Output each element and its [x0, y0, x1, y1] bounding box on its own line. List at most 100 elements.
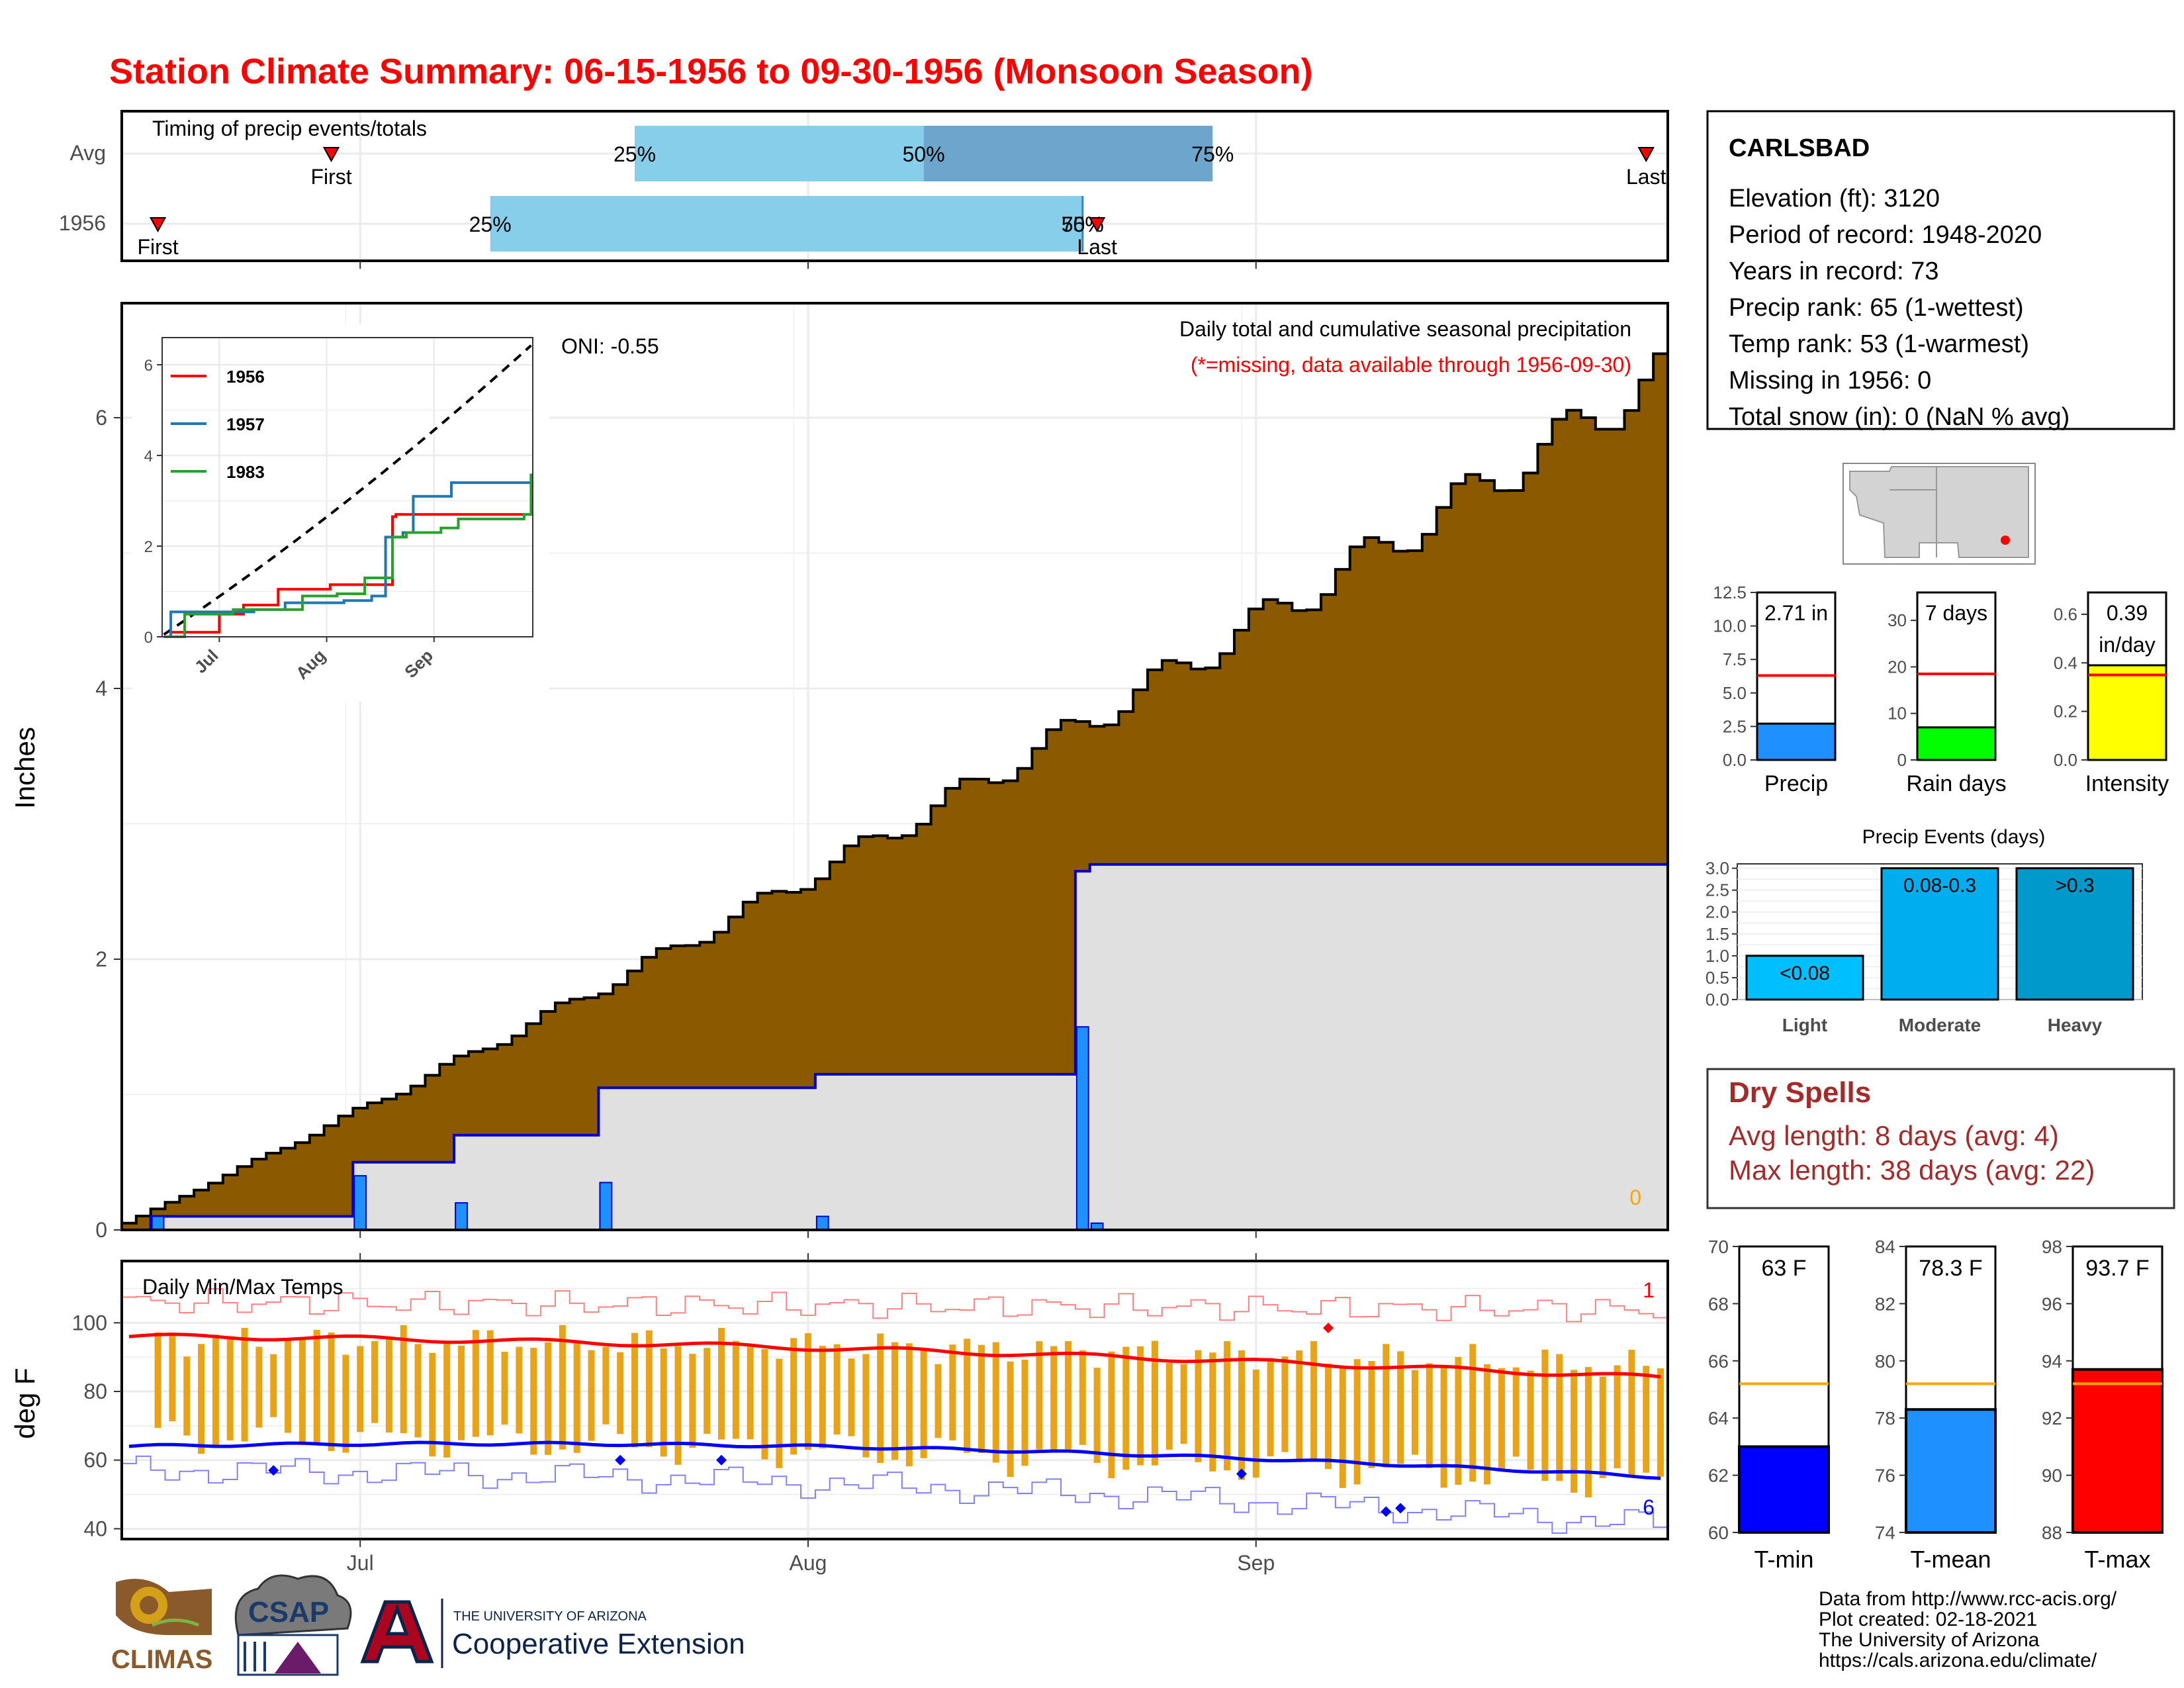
temp-daily-bar	[1252, 1370, 1259, 1478]
station-name: CARLSBAD	[1729, 134, 1870, 162]
daily-precip-bar	[353, 1175, 367, 1231]
temp-daily-bar	[949, 1344, 956, 1441]
temp-daily-bar	[169, 1336, 176, 1422]
summary-bars: 2.71 in Precip 0.0 2.5 5.0 7.5 10.0 12.5 7 days R…	[1713, 583, 2169, 796]
locator-map	[1843, 463, 2036, 565]
temp-daily-bar	[1151, 1340, 1158, 1466]
temp-summary-tick: 98	[2042, 1237, 2062, 1257]
temp-daily-bar	[1353, 1359, 1361, 1485]
temp-summary-tick: 74	[1875, 1523, 1895, 1543]
temp-summary-bar	[2071, 1368, 2163, 1534]
temp-daily-bar	[1556, 1354, 1563, 1481]
precip-event-bar-light: <0.08 Light	[1745, 955, 1864, 1035]
temp-daily-bar	[212, 1335, 219, 1448]
temp-daily-bar	[1368, 1360, 1375, 1468]
temp-daily-bar	[1512, 1367, 1520, 1457]
temp-daily-bar	[704, 1348, 711, 1434]
timing-last-marker	[1637, 147, 1655, 163]
temp-daily-bar	[689, 1354, 696, 1448]
summary-bar-label: Intensity	[2085, 771, 2169, 796]
temp-daily-bar	[964, 1338, 971, 1453]
station-line-elevation: Elevation (ft): 3120	[1729, 185, 1940, 212]
precip-event-bar-moderate: 0.08-0.3 Moderate	[1880, 867, 1999, 1035]
temp-record-low-marker	[716, 1454, 727, 1466]
summary-bar-value-text: 7 days	[1925, 601, 1987, 625]
temp-daily-bar	[790, 1338, 797, 1455]
precip-events-tick: 0.5	[1706, 968, 1729, 988]
dry-spells-frame	[1706, 1068, 2175, 1209]
temp-daily-bar	[545, 1342, 552, 1455]
temp-summary-value: 93.7 F	[2085, 1256, 2149, 1281]
temp-summary-tick: 96	[2042, 1293, 2062, 1314]
temp-daily-bar	[978, 1344, 985, 1454]
precip-panel: 0 2 4 6 Inches Daily total and cumulative s…	[9, 261, 1669, 1242]
timing-bar-q25-q50	[490, 196, 1083, 252]
oni-value: ONI: -0.55	[561, 334, 659, 358]
station-line-precip-rank: Precip rank: 65 (1-wettest)	[1729, 294, 2024, 322]
station-line-missing: Missing in 1956: 0	[1729, 367, 1931, 395]
station-line-years: Years in record: 73	[1729, 258, 1939, 285]
footer-line-1: Data from http://www.rcc-acis.org/	[1819, 1588, 2117, 1610]
daily-precip-bar	[815, 1215, 829, 1231]
temp-daily-bar	[934, 1364, 942, 1438]
temp-daily-bar	[1079, 1350, 1086, 1445]
temp-daily-bar	[805, 1333, 812, 1450]
daily-precip-bar	[455, 1202, 468, 1231]
timing-last-label: Last	[1077, 235, 1117, 259]
temp-daily-bar	[891, 1342, 898, 1460]
precip-events-tick: 2.0	[1706, 902, 1729, 922]
inset-legend-label: 1957	[226, 414, 265, 434]
inset-frame	[161, 337, 533, 637]
time-x-tick-label: Jul	[347, 1551, 374, 1575]
inset-legend-label: 1983	[226, 462, 265, 482]
temp-daily-bar	[458, 1345, 465, 1440]
temp-daily-bar	[1440, 1366, 1447, 1488]
precip-panel-frame	[120, 302, 1669, 1231]
precip-ylabel: Inches	[9, 727, 40, 809]
precip-events-title: Precip Events (days)	[1862, 826, 2046, 848]
summary-bar-tick: 0.2	[2054, 702, 2077, 722]
ua-big-text: Cooperative Extension	[452, 1628, 745, 1660]
summary-bar-intensity: 0.39 in/day Intensity 0.0 0.2 0.4 0.6	[2054, 591, 2169, 796]
temp-summary-tick: 68	[1708, 1293, 1729, 1314]
temp-daily-bar	[1599, 1376, 1606, 1478]
time-x-tick-label: Aug	[790, 1551, 827, 1575]
temp-record-low-marker	[615, 1454, 626, 1466]
temp-daily-bar	[833, 1344, 841, 1434]
dry-spells-max: Max length: 38 days (avg: 22)	[1729, 1154, 2095, 1186]
temp-daily-bar	[1541, 1349, 1549, 1481]
precip-y-tick-label: 2	[95, 947, 107, 971]
inset-y-tick-label: 2	[144, 538, 153, 556]
inset-series-1956	[163, 513, 531, 638]
temp-daily-bar	[1484, 1364, 1491, 1485]
temp-daily-bar	[1469, 1344, 1477, 1482]
temp-daily-bar	[1137, 1346, 1144, 1466]
temp-daily-bar	[429, 1352, 436, 1457]
temp-summary-value: 78.3 F	[1919, 1256, 1982, 1281]
temp-summary-tick: 60	[1708, 1523, 1729, 1543]
temp-daily-bar	[443, 1342, 451, 1458]
timing-last-label: Last	[1626, 165, 1666, 189]
summary-bar-label: Rain days	[1906, 771, 2006, 796]
timing-last-marker	[1088, 217, 1106, 233]
logo-csap: CSAP	[234, 1574, 352, 1676]
temp-summary-tick: 82	[1875, 1293, 1895, 1314]
temp-summary-tick: 88	[2042, 1523, 2062, 1543]
temp-daily-bar	[1498, 1368, 1505, 1470]
temp-daily-bar	[1195, 1350, 1202, 1462]
summary-bar-value-text: 0.39	[2107, 601, 2148, 625]
temp-daily-bar	[1584, 1367, 1592, 1498]
temp-daily-bar	[1093, 1368, 1101, 1464]
temp-daily-bar	[660, 1348, 667, 1457]
temp-daily-bar	[1224, 1341, 1231, 1471]
summary-bar-tick: 0.0	[1723, 750, 1747, 770]
timing-first-label: First	[310, 165, 351, 189]
ua-small-text: THE UNIVERSITY OF ARIZONA	[453, 1609, 647, 1624]
temp-daily-bar	[862, 1354, 870, 1458]
temp-avg-min-line	[128, 1440, 1661, 1480]
temp-daily-bar	[328, 1332, 335, 1452]
timing-q75-label: 75%	[1191, 142, 1234, 166]
temp-daily-bar	[385, 1338, 392, 1433]
temp-daily-bar	[573, 1341, 580, 1453]
